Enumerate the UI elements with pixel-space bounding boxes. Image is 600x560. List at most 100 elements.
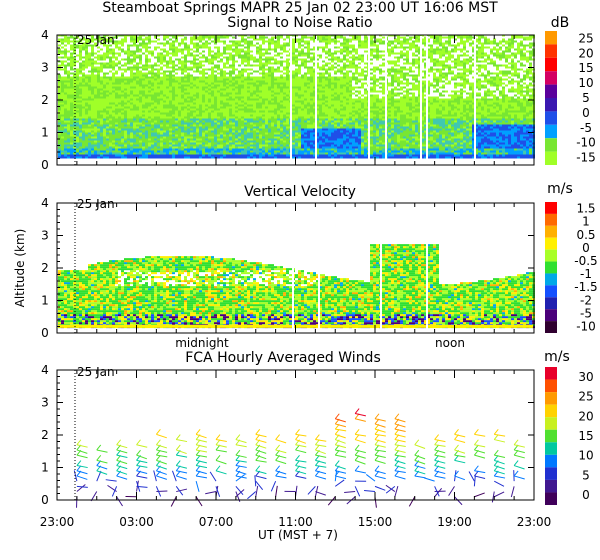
snr-cell: [157, 146, 160, 149]
snr-cell: [142, 124, 145, 127]
snr-cell: [193, 100, 196, 103]
snr-cell: [295, 106, 298, 109]
snr-cell: [244, 102, 247, 105]
snr-cell: [163, 62, 166, 65]
snr-cell: [235, 70, 238, 73]
snr-cell: [211, 78, 214, 81]
snr-cell: [127, 96, 130, 99]
snr-cell: [229, 116, 232, 119]
snr-cell: [181, 90, 184, 93]
snr-cell: [154, 88, 157, 91]
snr-cell: [100, 58, 103, 61]
snr-cell: [151, 138, 154, 141]
snr-cell: [223, 78, 226, 81]
snr-cell: [250, 36, 253, 39]
snr-cell: [64, 154, 67, 157]
snr-cell: [160, 66, 163, 69]
snr-cell: [142, 114, 145, 117]
snr-cell: [295, 64, 298, 67]
snr-cell: [115, 120, 118, 123]
snr-cell: [115, 122, 118, 125]
snr-cell: [262, 72, 265, 75]
snr-cell: [226, 156, 229, 159]
snr-cell: [91, 66, 94, 69]
snr-cell: [292, 124, 295, 127]
snr-cell: [91, 144, 94, 147]
snr-cell: [274, 154, 277, 157]
snr-cell: [205, 156, 208, 159]
snr-cell: [103, 116, 106, 119]
snr-cell: [259, 120, 262, 123]
snr-cell: [82, 74, 85, 77]
snr-cell: [286, 120, 289, 123]
snr-cell: [268, 68, 271, 71]
snr-cell: [277, 54, 280, 57]
snr-cell: [178, 36, 181, 39]
snr-cell: [112, 40, 115, 43]
snr-cell: [97, 52, 100, 55]
snr-cell: [139, 80, 142, 83]
snr-cell: [199, 122, 202, 125]
snr-cell: [274, 72, 277, 75]
snr-cell: [184, 56, 187, 59]
snr-cell: [235, 50, 238, 53]
snr-cell: [121, 126, 124, 129]
snr-cell: [217, 146, 220, 149]
snr-cell: [121, 110, 124, 113]
snr-cell: [85, 78, 88, 81]
snr-cell: [187, 54, 190, 57]
snr-cell: [199, 60, 202, 63]
snr-cell: [115, 82, 118, 85]
snr-cell: [190, 60, 193, 63]
snr-cell: [139, 98, 142, 101]
snr-cell: [169, 130, 172, 133]
snr-cell: [247, 66, 250, 69]
snr-cell: [211, 66, 214, 69]
snr-cell: [286, 42, 289, 45]
snr-cell: [283, 72, 286, 75]
snr-cell: [253, 70, 256, 73]
snr-cell: [76, 148, 79, 151]
snr-cell: [232, 56, 235, 59]
snr-cell: [181, 74, 184, 77]
snr-cell: [214, 128, 217, 131]
snr-cell: [235, 56, 238, 59]
snr-cell: [196, 74, 199, 77]
snr-cell: [148, 76, 151, 79]
snr-cell: [133, 94, 136, 97]
snr-cell: [262, 142, 265, 145]
snr-cell: [166, 146, 169, 149]
snr-cell: [298, 136, 301, 139]
snr-cell: [133, 124, 136, 127]
snr-cell: [172, 90, 175, 93]
snr-cell: [265, 154, 268, 157]
snr-cell: [298, 108, 301, 111]
snr-cell: [211, 134, 214, 137]
snr-cell: [277, 132, 280, 135]
snr-cell: [166, 60, 169, 63]
snr-cell: [76, 76, 79, 79]
snr-cell: [229, 66, 232, 69]
snr-cell: [130, 124, 133, 127]
snr-cell: [118, 152, 121, 155]
snr-cell: [103, 86, 106, 89]
snr-cell: [88, 102, 91, 105]
snr-cell: [202, 150, 205, 153]
snr-cell: [169, 116, 172, 119]
snr-cell: [94, 60, 97, 63]
snr-cell: [154, 92, 157, 95]
snr-cell: [229, 120, 232, 123]
snr-cell: [202, 114, 205, 117]
snr-cell: [145, 70, 148, 73]
snr-cell: [136, 90, 139, 93]
snr-cell: [193, 128, 196, 131]
snr-cell: [235, 114, 238, 117]
snr-cell: [217, 88, 220, 91]
snr-cell: [148, 118, 151, 121]
snr-cell: [100, 150, 103, 153]
snr-cell: [226, 142, 229, 145]
snr-cell: [85, 40, 88, 43]
snr-cell: [274, 152, 277, 155]
snr-cell: [91, 120, 94, 123]
snr-cell: [286, 90, 289, 93]
